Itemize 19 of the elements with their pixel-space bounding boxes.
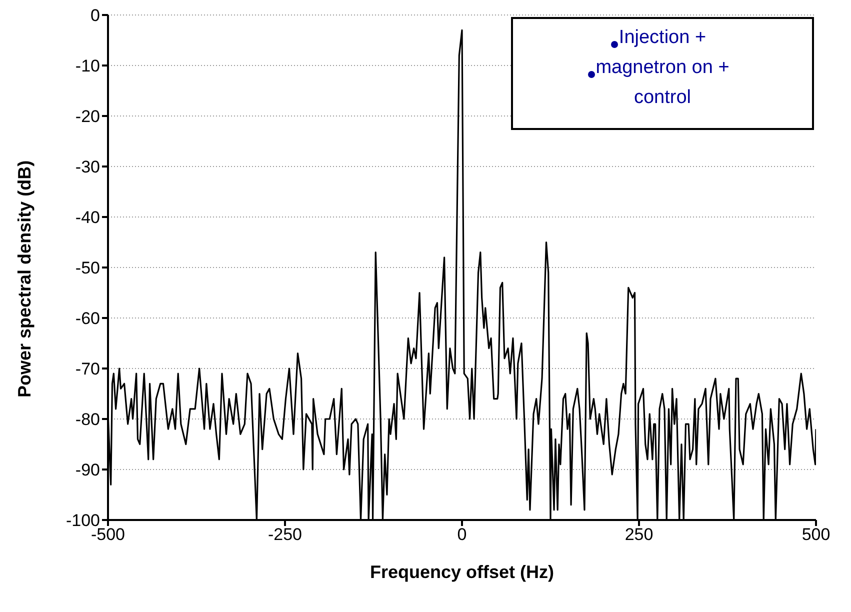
note-box: Injection + magnetron on + control: [511, 17, 814, 130]
y-tick-label: -50: [75, 258, 100, 278]
y-tick-label: -80: [75, 410, 100, 430]
x-tick-label: 500: [802, 525, 830, 544]
y-tick-label: 0: [90, 6, 100, 26]
x-tick-label: 0: [457, 525, 467, 544]
annotation: Injection + magnetron on + control: [594, 26, 730, 110]
y-tick-label: -60: [75, 309, 100, 328]
x-tick-label: -500: [90, 525, 126, 544]
x-tick-label: -250: [268, 525, 302, 544]
y-tick-label: -40: [75, 208, 100, 228]
x-axis-title: Frequency offset (Hz): [370, 562, 554, 582]
y-tick-label: -70: [75, 360, 100, 379]
y-tick-label: -90: [75, 460, 100, 480]
y-tick-label: -10: [75, 56, 100, 76]
y-tick-label: -20: [75, 107, 100, 126]
x-tick-label: 250: [624, 525, 654, 544]
y-tick-label: -30: [75, 158, 100, 177]
y-axis-title: Power spectral density (dB): [14, 160, 34, 398]
